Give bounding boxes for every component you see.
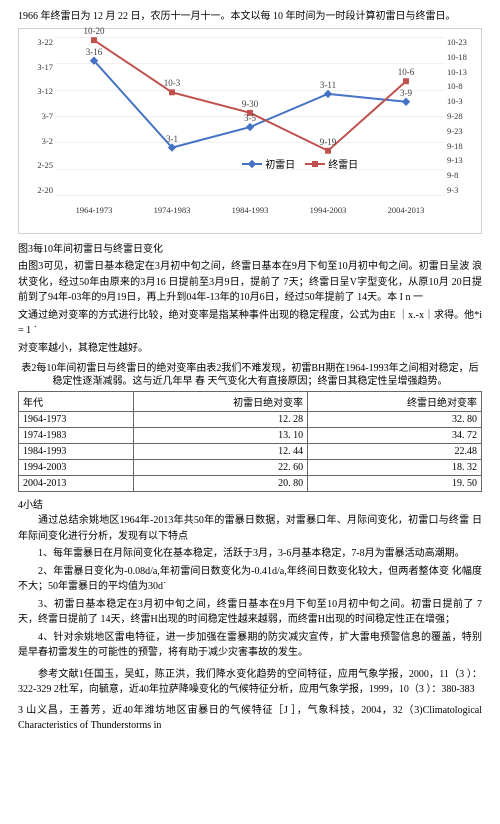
chart-container: 3-223-173-123-73-22-252-20 10-2310-1810-… xyxy=(18,28,482,234)
table-row: 1994-200322. 6018. 32 xyxy=(19,460,482,476)
y-right-tick: 10-3 xyxy=(447,96,477,106)
marker-icon xyxy=(91,37,97,43)
y-axis-right: 10-23 10-18 10-13 10-8 10-3 9-28 9-23 9-18 9-13 9… xyxy=(447,37,477,195)
x-tick: 1994-2003 xyxy=(310,205,347,215)
x-axis: 1964-1973 1974-1983 1984-1993 1994-2003 2004… xyxy=(55,205,445,215)
series-line xyxy=(94,40,406,151)
y-right-tick: 10-8 xyxy=(447,81,477,91)
table-cell: 22.48 xyxy=(308,444,482,460)
chart-area: 3-223-173-123-73-22-252-20 10-2310-1810-… xyxy=(23,37,477,215)
marker-icon xyxy=(246,123,254,131)
summary-item-2: 2、年雷暴日变化为-0.08d/a,年初雷间日数变化为-0.41d/a,年终间日… xyxy=(18,564,482,595)
marker-icon xyxy=(169,89,175,95)
y-left-tick: 2-25 xyxy=(23,160,53,170)
point-label: 3-9 xyxy=(400,88,412,98)
section-4-head: 4小结 xyxy=(18,496,482,511)
table-cell: 18. 32 xyxy=(308,460,482,476)
legend-marker-icon xyxy=(312,161,318,167)
figure-caption: 图3每10年间初雷日与终雷日变化 xyxy=(18,240,482,255)
y-right-tick: 9-28 xyxy=(447,111,477,121)
marker-icon xyxy=(325,148,331,154)
summary-item-1: 1、每年雷暴日在月际间变化在基本稳定，活跃于3月，3-6月基本稳定，7-8月为雷… xyxy=(18,546,482,562)
table-cell: 12. 28 xyxy=(134,412,308,428)
legend-marker-icon xyxy=(248,159,256,167)
plot-zone: 3-163-13-53-113-910-2010-39-309-1910-6初雷… xyxy=(55,37,445,195)
x-tick: 1984-1993 xyxy=(232,205,269,215)
analysis-p1: 由图3可见，初雷日基本稳定在3月初中旬之间，终雷日基本在9月下旬至10月初中旬之… xyxy=(18,259,482,306)
summary-intro: 通过总结余姚地区1964年-2013年共50年的雷暴日数据，对雷暴口年、月际间变… xyxy=(18,513,482,544)
table-row: 1984-199312. 4422.48 xyxy=(19,444,482,460)
y-right-tick: 9-18 xyxy=(447,141,477,151)
x-tick: 1974-1983 xyxy=(154,205,191,215)
table-cell: 20. 80 xyxy=(134,476,308,492)
y-right-tick: 10-13 xyxy=(447,67,477,77)
y-left-tick: 3-17 xyxy=(23,62,53,72)
table-cell: 1964-1973 xyxy=(19,412,134,428)
y-left-tick: 3-22 xyxy=(23,37,53,47)
point-label: 10-3 xyxy=(164,78,181,88)
point-label: 9-30 xyxy=(242,99,259,109)
y-left-tick: 3-7 xyxy=(23,111,53,121)
y-left-tick: 3-2 xyxy=(23,136,53,146)
table-cell: 22. 60 xyxy=(134,460,308,476)
abs-rate-table: 年代 初雷日绝对变率 终雷日绝对变率 1964-197312. 2832. 80… xyxy=(18,391,482,492)
table-row: 1964-197312. 2832. 80 xyxy=(19,412,482,428)
table-cell: 1984-1993 xyxy=(19,444,134,460)
legend: 初雷日 终雷日 xyxy=(242,156,358,171)
table-row: 2004-201320. 8019. 50 xyxy=(19,476,482,492)
table-cell: 13. 10 xyxy=(134,428,308,444)
marker-icon xyxy=(402,98,410,106)
point-label: 3-5 xyxy=(244,113,256,123)
marker-icon xyxy=(324,90,332,98)
gridline xyxy=(55,195,445,196)
y-left-tick: 3-12 xyxy=(23,86,53,96)
table-row: 1974-198313. 1034. 72 xyxy=(19,428,482,444)
y-right-tick: 10-23 xyxy=(447,37,477,47)
point-label: 3-1 xyxy=(166,134,178,144)
point-label: 3-16 xyxy=(86,47,103,57)
intro-paragraph: 1966 年终雷日为 12 月 22 日，农历十一月十一。本文以每 10 年时间… xyxy=(18,10,482,24)
legend-label: 初雷日 xyxy=(265,156,295,171)
legend-label: 终雷日 xyxy=(328,156,358,171)
summary-item-3: 3、初雷日基本稳定在3月初中旬之间，终雷日基本在9月下旬至10月初中旬之间。初雷… xyxy=(18,597,482,628)
y-left-tick: 2-20 xyxy=(23,185,53,195)
y-right-tick: 9-8 xyxy=(447,170,477,180)
references-1-2: 参考文献1任国玉，吴虹，陈正洪，我们降水变化趋势的空间特征，应用气象学报，200… xyxy=(18,667,482,697)
point-label: 10-6 xyxy=(398,67,415,77)
table-cell: 1994-2003 xyxy=(19,460,134,476)
analysis-p2: 文通过绝对变率的方式进行比较，绝对变率是指某种事件出现的稳定程度，公式为由Ε ｜… xyxy=(18,308,482,339)
y-axis-left: 3-22 3-17 3-12 3-7 3-2 2-25 2-20 xyxy=(23,37,53,195)
point-label: 3-11 xyxy=(320,80,336,90)
summary-item-4: 4、针对余姚地区雷电特征，进一步加强在雷暴期的防灾减灾宣传，扩大雷电预警信息的覆… xyxy=(18,630,482,661)
col-era: 年代 xyxy=(19,392,134,412)
marker-icon xyxy=(403,78,409,84)
y-right-tick: 9-3 xyxy=(447,185,477,195)
table-cell: 34. 72 xyxy=(308,428,482,444)
table-cell: 12. 44 xyxy=(134,444,308,460)
table-cell: 19. 50 xyxy=(308,476,482,492)
col-last: 终雷日绝对变率 xyxy=(308,392,482,412)
references-3: 3 山义昌，王善芳，近40年潍坊地区宙暴日的气候特征［J ］，气象科技，2004… xyxy=(18,703,482,733)
table-cell: 32. 80 xyxy=(308,412,482,428)
x-tick: 2004-2013 xyxy=(388,205,425,215)
point-label: 9-19 xyxy=(320,137,337,147)
col-first: 初雷日绝对变率 xyxy=(134,392,308,412)
y-right-tick: 10-18 xyxy=(447,52,477,62)
table-cell: 2004-2013 xyxy=(19,476,134,492)
table-title: 表2每10年间初雷日与终雷日的绝对变率由表2我们不难发现，初雷BH期在1964-… xyxy=(18,362,482,388)
y-right-tick: 9-13 xyxy=(447,155,477,165)
y-right-tick: 9-23 xyxy=(447,126,477,136)
x-tick: 1964-1973 xyxy=(76,205,113,215)
point-label: 10-20 xyxy=(84,26,105,36)
table-cell: 1974-1983 xyxy=(19,428,134,444)
analysis-p3: 对变率越小，其稳定性越好。 xyxy=(18,341,482,357)
